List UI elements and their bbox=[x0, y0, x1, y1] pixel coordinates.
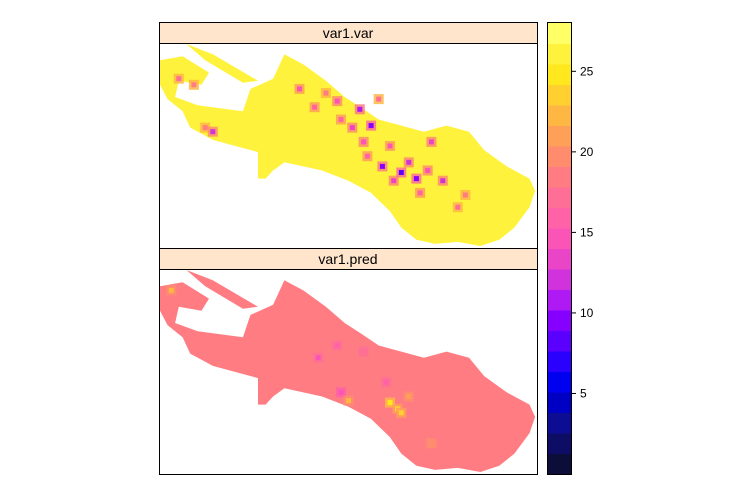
colorbar-cell bbox=[548, 166, 571, 188]
colorbar-cell bbox=[548, 269, 571, 290]
colorbar-cell bbox=[548, 146, 571, 167]
colorbar-cell bbox=[548, 207, 571, 229]
colorbar-cell bbox=[548, 453, 571, 475]
colorbar-ticks: 5 10 15 20 25 bbox=[571, 64, 594, 400]
hotspot-cell bbox=[315, 355, 321, 361]
colorbar-tick-label: 5 bbox=[580, 386, 587, 400]
hotspot-cell bbox=[387, 143, 393, 149]
hotspot-cell bbox=[379, 163, 385, 169]
hotspot-cell bbox=[334, 343, 340, 348]
map-top bbox=[160, 44, 536, 247]
colorbar-cell bbox=[548, 43, 571, 65]
hotspot-cell bbox=[346, 398, 351, 404]
hotspot-cell bbox=[210, 129, 216, 135]
colorbar-frame bbox=[547, 22, 572, 475]
colorbar-cell bbox=[548, 392, 571, 413]
hotspot-cell bbox=[425, 168, 431, 173]
hotspot-cell bbox=[391, 178, 397, 184]
colorbar-cell bbox=[548, 351, 571, 372]
colorbar-cell bbox=[548, 105, 571, 126]
hotspot-cell bbox=[297, 86, 302, 92]
hotspot-cell bbox=[357, 106, 363, 112]
hotspot-cell bbox=[191, 82, 197, 88]
map-region-spike bbox=[186, 44, 258, 83]
colorbar-cell bbox=[548, 289, 571, 311]
hotspot-cell bbox=[349, 125, 355, 131]
hotspot-cell bbox=[176, 76, 182, 82]
hotspot-cell bbox=[462, 192, 468, 198]
panel-var1-pred: var1.pred bbox=[159, 248, 538, 475]
hotspot-cell bbox=[361, 349, 367, 355]
colorbar-tick-label: 10 bbox=[580, 306, 594, 320]
colorbar-cell bbox=[548, 187, 571, 208]
panel-top-title: var1.var bbox=[323, 25, 374, 41]
panel-bottom-title: var1.pred bbox=[318, 251, 377, 267]
colorbar-cells bbox=[548, 23, 571, 475]
hotspot-cell bbox=[406, 159, 412, 165]
colorbar-cell bbox=[548, 125, 571, 147]
map-bottom bbox=[160, 270, 536, 472]
colorbar: 5 10 15 20 25 bbox=[547, 22, 594, 475]
colorbar-cell bbox=[548, 310, 571, 331]
colorbar-cell bbox=[548, 433, 571, 454]
hotspot-cell bbox=[413, 176, 419, 182]
hotspot-cell bbox=[202, 125, 208, 131]
colorbar-tick-label: 25 bbox=[580, 64, 594, 78]
hotspot-cell bbox=[417, 190, 423, 196]
map-region bbox=[160, 280, 536, 472]
hotspots-top bbox=[173, 73, 471, 213]
hotspot-cell bbox=[455, 204, 461, 210]
colorbar-cell bbox=[548, 228, 571, 249]
colorbar-tick-label: 15 bbox=[580, 225, 594, 239]
hotspot-cell bbox=[361, 139, 367, 145]
hotspot-cell bbox=[440, 178, 446, 184]
map-region-spike bbox=[186, 270, 258, 309]
colorbar-cell bbox=[548, 330, 571, 352]
colorbar-cell bbox=[548, 371, 571, 393]
hotspot-cell bbox=[323, 90, 329, 96]
hotspot-cell bbox=[428, 440, 434, 446]
hotspot-cell bbox=[383, 379, 389, 385]
hotspot-cell bbox=[428, 139, 434, 145]
colorbar-cell bbox=[548, 412, 571, 434]
colorbar-tick-label: 20 bbox=[580, 145, 594, 159]
hotspot-cell bbox=[334, 98, 340, 104]
hotspot-cell bbox=[312, 104, 318, 110]
colorbar-cell bbox=[548, 23, 571, 44]
panel-var1-var: var1.var bbox=[159, 22, 538, 249]
hotspot-cell bbox=[338, 389, 344, 395]
hotspot-cell bbox=[387, 400, 393, 406]
map-region bbox=[160, 54, 536, 247]
hotspot-cell bbox=[168, 287, 174, 293]
hotspots-bottom bbox=[166, 285, 437, 449]
hotspot-cell bbox=[406, 394, 412, 399]
colorbar-cell bbox=[548, 64, 571, 85]
colorbar-cell bbox=[548, 248, 571, 270]
hotspot-cell bbox=[398, 170, 404, 175]
hotspot-cell bbox=[368, 123, 374, 129]
panel-bottom-frame bbox=[159, 269, 538, 475]
hotspot-cell bbox=[376, 96, 382, 102]
hotspot-cell bbox=[398, 410, 404, 416]
hotspot-cell bbox=[338, 117, 344, 122]
hotspot-cell bbox=[364, 153, 370, 159]
colorbar-cell bbox=[548, 84, 571, 106]
